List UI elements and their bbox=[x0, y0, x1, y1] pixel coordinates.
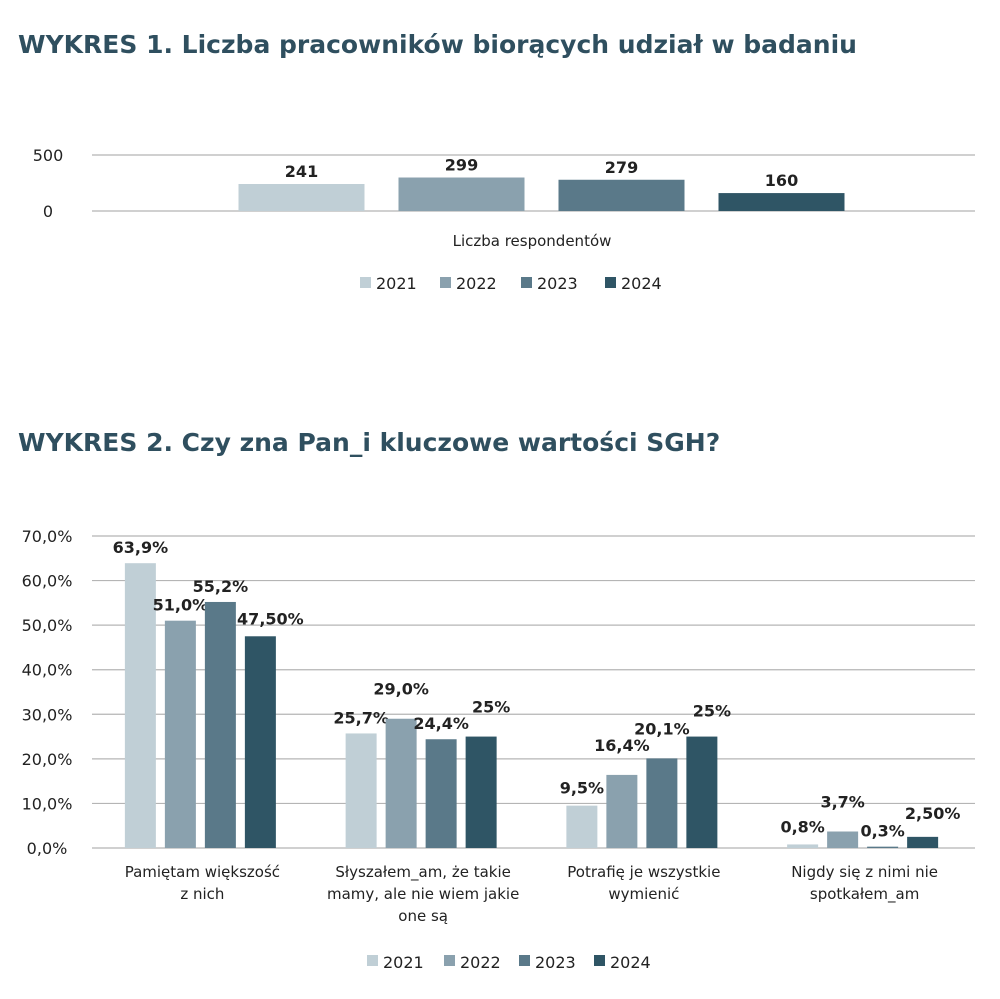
chart2-category-label: Pamiętam większość bbox=[125, 863, 280, 881]
chart2-data-label: 51,0% bbox=[153, 596, 209, 615]
chart2-bar-2024 bbox=[686, 736, 718, 848]
chart2-bar-2023 bbox=[425, 739, 457, 848]
chart2-y-tick: 60,0% bbox=[22, 572, 73, 591]
chart2-data-label: 2,50% bbox=[905, 804, 961, 823]
chart2-data-label: 0,8% bbox=[780, 817, 824, 836]
chart1-bar-2023 bbox=[558, 179, 685, 211]
chart2-y-tick: 20,0% bbox=[22, 750, 73, 769]
chart2-data-label: 9,5% bbox=[560, 779, 604, 798]
chart2-bar-2022 bbox=[164, 620, 196, 848]
chart2-legend-label: 2024 bbox=[610, 953, 651, 972]
chart2-bar-2022 bbox=[606, 774, 638, 848]
chart1-y-tick: 500 bbox=[33, 146, 64, 165]
chart2-bar-2024 bbox=[244, 636, 276, 848]
chart2-bar-2023 bbox=[646, 758, 678, 848]
chart2-y-tick: 70,0% bbox=[22, 527, 73, 546]
chart1-legend-label: 2021 bbox=[376, 274, 417, 293]
chart1-legend-swatch bbox=[440, 277, 451, 288]
chart2-bar-2023 bbox=[204, 601, 236, 848]
chart2-data-label: 16,4% bbox=[594, 736, 650, 755]
chart2-bar-2022 bbox=[827, 831, 859, 848]
chart2-category-label: wymienić bbox=[608, 885, 679, 903]
chart2-category-label: mamy, ale nie wiem jakie bbox=[327, 885, 519, 903]
chart2-data-label: 47,50% bbox=[237, 609, 304, 628]
chart2-legend-swatch bbox=[519, 955, 530, 966]
chart2-category-label: Słyszałem_am, że takie bbox=[335, 863, 511, 882]
chart2-data-label: 63,9% bbox=[113, 538, 169, 557]
chart2-bar-2021 bbox=[124, 563, 156, 848]
chart2-legend-swatch bbox=[594, 955, 605, 966]
chart2-data-label: 20,1% bbox=[634, 719, 690, 738]
chart2-legend-label: 2023 bbox=[535, 953, 576, 972]
chart2-legend-label: 2021 bbox=[383, 953, 424, 972]
chart2-data-label: 25% bbox=[472, 698, 510, 717]
chart2-legend-swatch bbox=[444, 955, 455, 966]
chart2-data-label: 55,2% bbox=[193, 577, 249, 596]
chart2-legend-label: 2022 bbox=[460, 953, 501, 972]
chart2-bar-2024 bbox=[907, 836, 939, 848]
chart1-data-label: 160 bbox=[765, 171, 798, 190]
chart1-title: WYKRES 1. Liczba pracowników biorących u… bbox=[18, 30, 857, 59]
chart1-y-tick: 0 bbox=[43, 202, 53, 221]
chart2-bar-2024 bbox=[465, 736, 497, 848]
chart2-y-tick: 30,0% bbox=[22, 705, 73, 724]
chart2-data-label: 24,4% bbox=[413, 714, 469, 733]
chart2-y-tick: 50,0% bbox=[22, 616, 73, 635]
chart2-category-label: z nich bbox=[180, 885, 224, 903]
chart2-data-label: 29,0% bbox=[373, 680, 429, 699]
chart2-bar-2021 bbox=[787, 844, 819, 848]
chart2-category-label: spotkałem_am bbox=[810, 885, 919, 904]
chart2-bar-2022 bbox=[385, 718, 417, 848]
chart1-bar-2021 bbox=[238, 184, 365, 211]
chart2-bar-2023 bbox=[867, 846, 899, 848]
chart2-data-label: 25,7% bbox=[333, 708, 389, 727]
chart1-data-label: 241 bbox=[285, 162, 318, 181]
chart1-bar-2024 bbox=[718, 193, 845, 211]
chart2-y-tick: 10,0% bbox=[22, 794, 73, 813]
chart1-legend-swatch bbox=[360, 277, 371, 288]
chart1-legend-swatch bbox=[605, 277, 616, 288]
chart1-plot: 0 500 241 299 279 160 Liczba respondentów 2021 2… bbox=[33, 146, 975, 293]
chart1-legend-swatch bbox=[521, 277, 532, 288]
chart1-data-label: 299 bbox=[445, 156, 478, 175]
chart2-title: WYKRES 2. Czy zna Pan_i kluczowe wartośc… bbox=[18, 428, 721, 457]
chart2-bar-2021 bbox=[566, 805, 598, 848]
chart2-category-label: one są bbox=[398, 907, 448, 925]
chart2-category-label: Nigdy się z nimi nie bbox=[791, 863, 938, 881]
chart1-legend-label: 2024 bbox=[621, 274, 662, 293]
chart2-category-label: Potrafię je wszystkie bbox=[567, 863, 720, 881]
chart2-data-label: 25% bbox=[693, 702, 731, 721]
chart1-data-label: 279 bbox=[605, 158, 638, 177]
chart2-bar-2021 bbox=[345, 733, 377, 848]
chart1-category-label: Liczba respondentów bbox=[453, 232, 612, 250]
chart1-legend-label: 2022 bbox=[456, 274, 497, 293]
chart2-y-tick: 0,0% bbox=[27, 839, 68, 858]
chart1-bar-2022 bbox=[398, 177, 525, 211]
chart2-legend-swatch bbox=[367, 955, 378, 966]
chart2-data-label: 3,7% bbox=[820, 793, 864, 812]
chart1-legend-label: 2023 bbox=[537, 274, 578, 293]
chart2-y-tick: 40,0% bbox=[22, 661, 73, 680]
chart2-data-label: 0,3% bbox=[860, 822, 904, 841]
